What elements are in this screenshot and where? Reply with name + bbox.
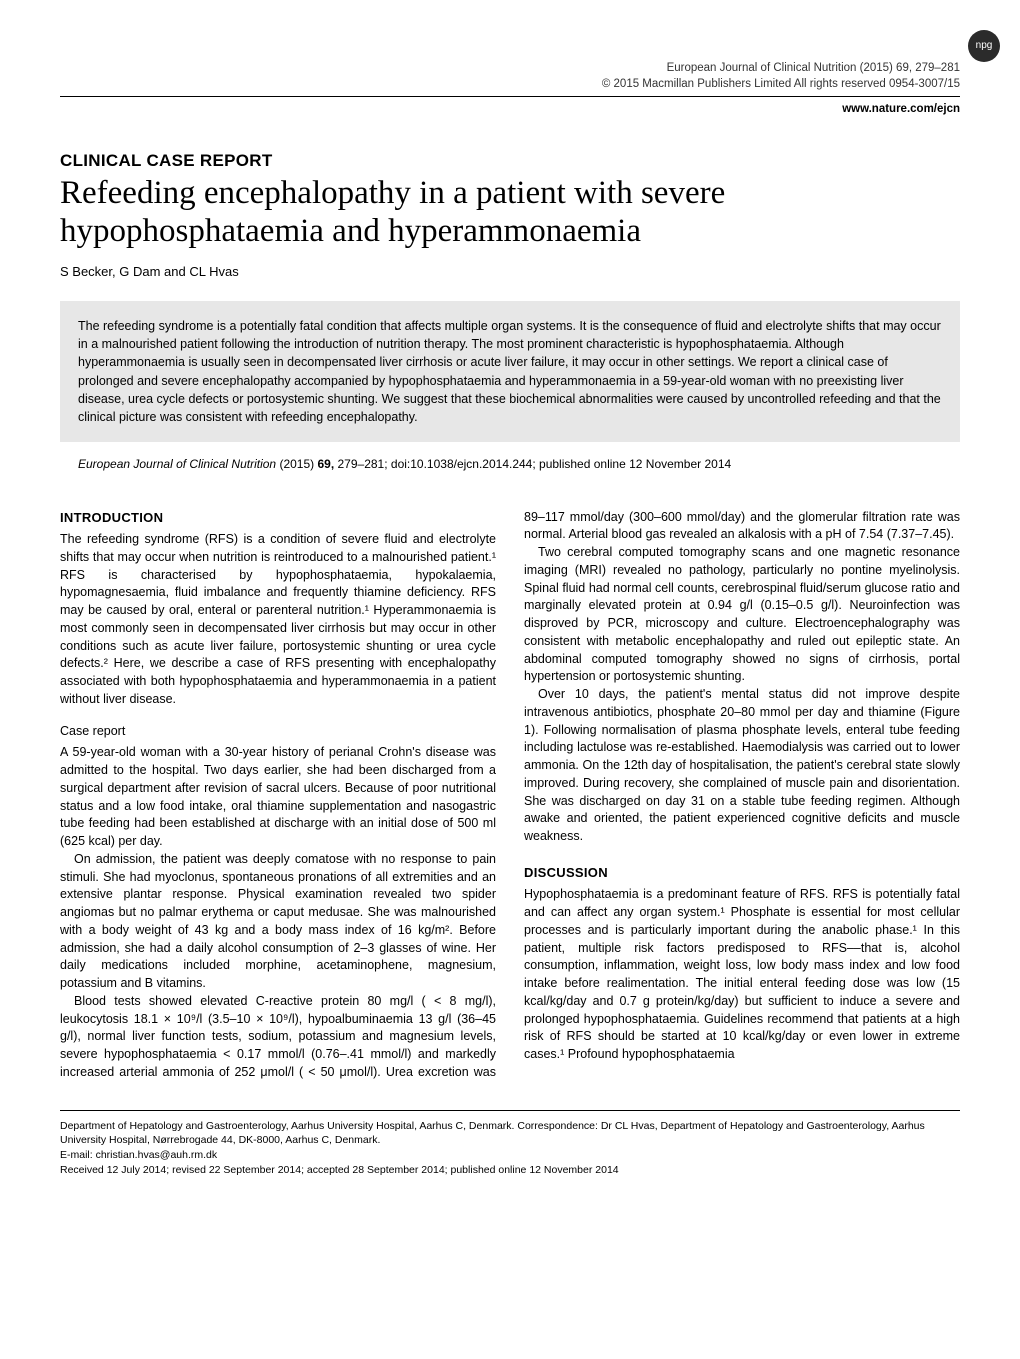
article-type-label: CLINICAL CASE REPORT: [60, 149, 960, 173]
article-title: Refeeding encephalopathy in a patient wi…: [60, 175, 960, 251]
page: npg European Journal of Clinical Nutriti…: [0, 0, 1020, 1217]
footer-dates: Received 12 July 2014; revised 22 Septem…: [60, 1163, 960, 1178]
citation-line: European Journal of Clinical Nutrition (…: [60, 456, 960, 473]
case-paragraph-2: On admission, the patient was deeply com…: [60, 851, 496, 993]
citation-doi: doi:10.1038/ejcn.2014.244;: [391, 457, 536, 471]
footer-affiliation: Department of Hepatology and Gastroenter…: [60, 1119, 960, 1148]
npg-badge: npg: [968, 30, 1000, 62]
intro-paragraph: The refeeding syndrome (RFS) is a condit…: [60, 531, 496, 709]
discussion-heading: DISCUSSION: [524, 864, 960, 882]
case-report-heading: Case report: [60, 723, 496, 741]
abstract-text: The refeeding syndrome is a potentially …: [78, 319, 941, 424]
case-paragraph-4: Two cerebral computed tomography scans a…: [524, 544, 960, 686]
citation-year-vol: (2015) 69, 279–281;: [279, 457, 390, 471]
case-paragraph-1: A 59-year-old woman with a 30-year histo…: [60, 744, 496, 851]
footer-email: E-mail: christian.hvas@auh.rm.dk: [60, 1148, 960, 1163]
npg-badge-label: npg: [976, 39, 993, 53]
citation-journal: European Journal of Clinical Nutrition: [78, 457, 276, 471]
body-columns: INTRODUCTION The refeeding syndrome (RFS…: [60, 509, 960, 1082]
header-journal-cite: European Journal of Clinical Nutrition (…: [60, 60, 960, 76]
introduction-heading: INTRODUCTION: [60, 509, 496, 527]
footer: Department of Hepatology and Gastroenter…: [60, 1110, 960, 1178]
discussion-paragraph-1: Hypophosphataemia is a predominant featu…: [524, 886, 960, 1064]
header-copyright: © 2015 Macmillan Publishers Limited All …: [60, 76, 960, 92]
author-list: S Becker, G Dam and CL Hvas: [60, 263, 960, 281]
citation-published-text: published online 12 November 2014: [539, 457, 731, 471]
abstract-box: The refeeding syndrome is a potentially …: [60, 301, 960, 442]
running-header: European Journal of Clinical Nutrition (…: [60, 60, 960, 97]
case-paragraph-5: Over 10 days, the patient's mental statu…: [524, 686, 960, 846]
header-url: www.nature.com/ejcn: [60, 99, 960, 117]
